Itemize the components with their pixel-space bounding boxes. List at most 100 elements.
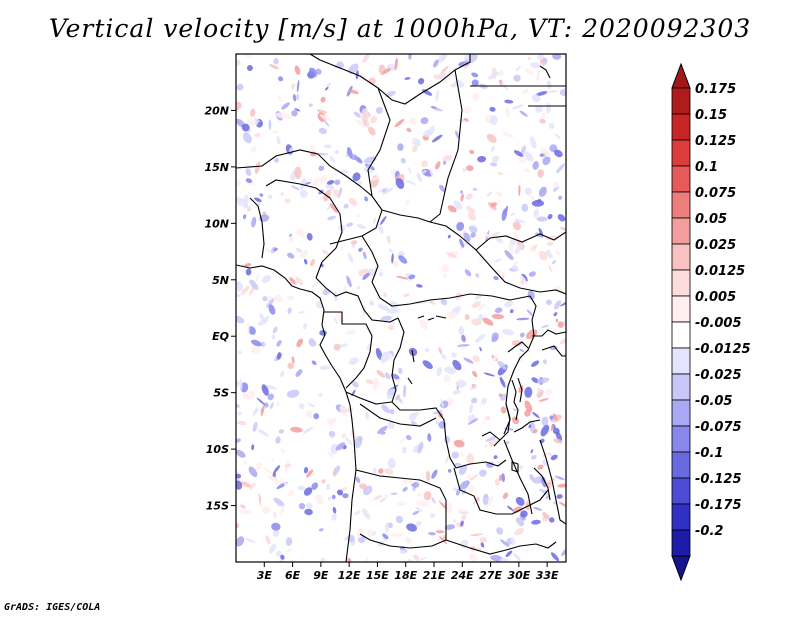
velocity-patch [380, 432, 386, 435]
velocity-patch [424, 348, 430, 353]
velocity-patch [453, 439, 465, 448]
velocity-patch [405, 435, 412, 441]
velocity-patch [254, 161, 261, 175]
chart-title: Vertical velocity [m/s] at 1000hPa, VT: … [48, 14, 752, 43]
velocity-patch [536, 71, 540, 76]
velocity-patch [438, 498, 445, 502]
velocity-patch [348, 89, 359, 95]
velocity-patch [447, 468, 452, 473]
velocity-patch [504, 99, 514, 104]
velocity-patch [306, 502, 313, 509]
velocity-patch [478, 314, 484, 321]
velocity-patch [553, 149, 563, 158]
velocity-patch [529, 474, 535, 482]
velocity-patch [550, 454, 558, 461]
velocity-patch [422, 169, 427, 174]
velocity-patch [387, 324, 395, 331]
map-frame [235, 53, 567, 563]
velocity-patch [252, 407, 259, 416]
velocity-patch [431, 497, 436, 504]
velocity-patch [348, 357, 359, 365]
velocity-patch [380, 315, 392, 322]
velocity-patch [276, 352, 282, 360]
velocity-patch [249, 279, 259, 291]
velocity-patch [315, 494, 324, 505]
velocity-patch [475, 92, 480, 98]
velocity-patch [494, 307, 503, 314]
velocity-patch [413, 554, 420, 562]
velocity-patch [486, 191, 493, 197]
velocity-patch [486, 461, 495, 469]
colorbar-label: -0.005 [695, 316, 742, 331]
velocity-patch [497, 360, 507, 370]
velocity-patch [557, 214, 566, 222]
velocity-patch [323, 144, 332, 149]
velocity-patch [539, 438, 545, 444]
velocity-patch [355, 476, 361, 484]
velocity-patch [319, 174, 328, 185]
velocity-patch [247, 323, 250, 336]
colorbar-labels: 0.175 0.15 0.125 0.1 0.075 0.05 0.025 0.0125 0.0… [695, 82, 751, 539]
velocity-patch [325, 184, 330, 189]
velocity-patch [376, 370, 386, 378]
velocity-patch [406, 127, 412, 133]
velocity-patch [509, 309, 514, 314]
velocity-patch [339, 343, 349, 348]
colorbar-label: -0.175 [695, 498, 742, 513]
velocity-patch [542, 511, 549, 520]
lon-label: 6E [285, 569, 301, 582]
velocity-patch [505, 550, 513, 558]
velocity-patch [497, 171, 504, 176]
velocity-patch [552, 413, 558, 421]
velocity-field [236, 54, 566, 562]
velocity-patch [327, 451, 334, 458]
velocity-patch [350, 240, 358, 245]
velocity-patch [276, 400, 281, 407]
velocity-patch [326, 180, 335, 185]
velocity-patch [515, 66, 521, 72]
velocity-patch [489, 106, 496, 112]
velocity-patch [471, 79, 479, 87]
velocity-patch [509, 238, 517, 245]
velocity-patch [453, 200, 463, 210]
velocity-patch [287, 252, 295, 259]
velocity-patch [329, 202, 338, 214]
velocity-patch [370, 175, 381, 181]
velocity-patch [303, 467, 309, 474]
colorbar-swatch [671, 87, 691, 115]
velocity-patch [319, 365, 331, 370]
velocity-patch [273, 511, 277, 519]
velocity-patch [336, 489, 344, 496]
velocity-patch [331, 513, 337, 521]
velocity-patch [244, 263, 251, 268]
velocity-patch [272, 529, 280, 537]
velocity-patch [458, 326, 465, 335]
velocity-patch [462, 230, 466, 234]
velocity-patch [337, 383, 343, 388]
velocity-patch [250, 339, 262, 347]
velocity-patch [274, 157, 279, 163]
velocity-patch [399, 549, 407, 554]
velocity-patch [493, 455, 498, 459]
velocity-patch [273, 465, 281, 473]
velocity-patch [460, 345, 465, 351]
velocity-patch [537, 169, 545, 178]
velocity-patch [444, 524, 456, 530]
colorbar-swatch [671, 347, 691, 375]
velocity-patch [346, 222, 354, 227]
velocity-patch [510, 213, 516, 216]
velocity-patch [379, 497, 386, 503]
velocity-patch [240, 377, 243, 391]
colorbar-swatch [671, 165, 691, 193]
velocity-patch [354, 435, 363, 449]
velocity-patch [511, 340, 523, 347]
velocity-patch [237, 411, 242, 416]
velocity-patch [440, 353, 447, 360]
velocity-patch [265, 535, 271, 545]
velocity-patch [365, 412, 369, 420]
velocity-patch [245, 268, 252, 276]
velocity-patch [555, 318, 559, 323]
velocity-patch [240, 285, 250, 296]
velocity-patch [435, 89, 440, 102]
velocity-patch [269, 64, 280, 70]
